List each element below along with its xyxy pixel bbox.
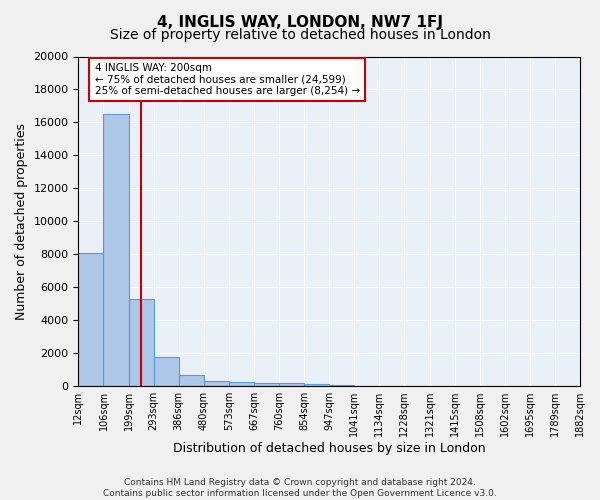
Bar — [279, 383, 304, 386]
Bar — [103, 114, 128, 386]
Text: 4, INGLIS WAY, LONDON, NW7 1FJ: 4, INGLIS WAY, LONDON, NW7 1FJ — [157, 15, 443, 30]
Bar — [179, 374, 204, 386]
Bar — [254, 383, 279, 386]
Y-axis label: Number of detached properties: Number of detached properties — [15, 123, 28, 320]
Bar — [79, 252, 103, 386]
X-axis label: Distribution of detached houses by size in London: Distribution of detached houses by size … — [173, 442, 485, 455]
Bar — [204, 381, 229, 386]
Bar — [304, 384, 329, 386]
Bar — [154, 357, 179, 386]
Text: 4 INGLIS WAY: 200sqm
← 75% of detached houses are smaller (24,599)
25% of semi-d: 4 INGLIS WAY: 200sqm ← 75% of detached h… — [95, 63, 360, 96]
Text: Size of property relative to detached houses in London: Size of property relative to detached ho… — [110, 28, 490, 42]
Bar — [229, 382, 254, 386]
Text: Contains HM Land Registry data © Crown copyright and database right 2024.
Contai: Contains HM Land Registry data © Crown c… — [103, 478, 497, 498]
Bar — [128, 298, 154, 386]
